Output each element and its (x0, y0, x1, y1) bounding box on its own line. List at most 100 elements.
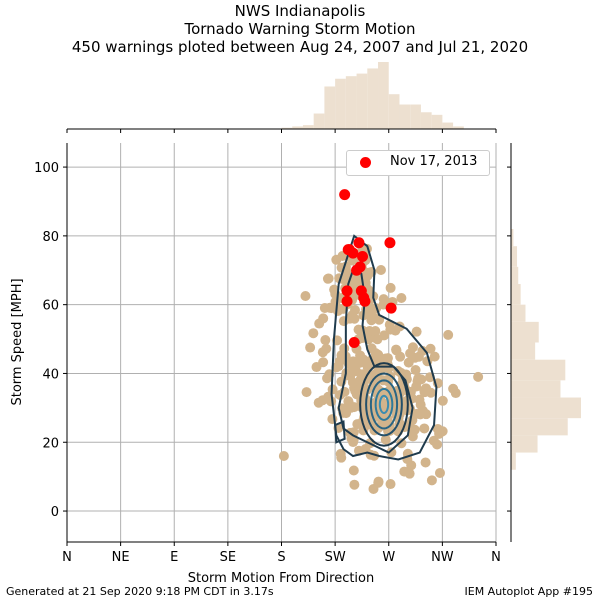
density-contour-inner (337, 265, 414, 454)
density-contour-core-0 (359, 362, 409, 447)
background-point (343, 397, 354, 408)
top-histogram-bar (410, 104, 421, 129)
right-histogram-bar (511, 284, 521, 305)
top-histogram-bar (313, 113, 325, 129)
y-tick-label-3: 60 (42, 299, 59, 314)
background-point (429, 351, 440, 362)
x-tick-label-6: W (382, 550, 395, 565)
background-point (434, 467, 445, 478)
background-point (321, 343, 332, 354)
right-histogram-bar (511, 342, 536, 360)
highlight-point (385, 302, 397, 314)
background-point (336, 452, 347, 463)
background-point (415, 399, 426, 410)
background-point (432, 439, 443, 450)
background-point (380, 353, 391, 364)
right-histogram-bar (511, 435, 538, 453)
background-point (338, 316, 349, 327)
top-histogram-bar (356, 73, 368, 129)
background-point (420, 383, 431, 394)
x-tick-label-1: NE (112, 550, 130, 565)
background-point (313, 397, 324, 408)
background-point (373, 353, 384, 364)
background-point (399, 466, 410, 477)
background-point (355, 350, 366, 361)
background-point (411, 408, 422, 419)
top-histogram-bar (302, 125, 314, 129)
top-histogram-bar (335, 78, 346, 129)
chart-title-line-3: 450 warnings ploted between Aug 24, 2007… (71, 38, 529, 56)
background-point (348, 437, 359, 448)
background-point (320, 335, 331, 346)
background-point (366, 315, 377, 326)
background-point (370, 326, 381, 337)
background-point (417, 345, 428, 356)
right-histogram-bar (511, 418, 568, 436)
background-point (378, 294, 389, 305)
background-point (426, 475, 437, 486)
background-point (348, 465, 359, 476)
background-point (301, 387, 312, 398)
background-point (347, 310, 358, 321)
footer-app-id: IEM Autoplot App #195 (464, 585, 594, 598)
top-histogram-bar (292, 126, 303, 129)
background-point (364, 267, 375, 278)
background-point (278, 451, 289, 462)
legend-entry-label: Nov 17, 2013 (390, 154, 478, 169)
background-point (319, 303, 330, 314)
top-histogram-bar (281, 127, 293, 129)
density-contours (330, 234, 438, 461)
background-point (450, 388, 461, 399)
y-tick-label-4: 80 (42, 230, 59, 245)
y-tick-label-1: 20 (42, 436, 59, 451)
top-histogram-bar (388, 94, 400, 129)
background-point (305, 342, 316, 353)
right-histogram-bar (511, 304, 526, 322)
background-point (419, 423, 430, 434)
background-point (420, 457, 431, 468)
background-point (391, 345, 402, 356)
x-tick-label-7: NW (431, 550, 454, 565)
background-point (425, 343, 436, 354)
highlight-point (348, 337, 360, 348)
y-tick-label-0: 0 (51, 505, 59, 520)
right-histogram-bar (511, 359, 566, 381)
background-point (308, 328, 319, 339)
background-point (411, 326, 422, 337)
top-histogram-bar (453, 126, 464, 129)
background-point (412, 376, 423, 387)
density-contour-small (334, 420, 346, 444)
background-point (329, 284, 340, 295)
background-point (386, 447, 397, 458)
background-point (356, 369, 367, 380)
right-histogram-bar (511, 228, 514, 247)
x-tick-label-8: N (491, 550, 501, 565)
background-point (410, 365, 421, 376)
density-contour-core-2 (369, 379, 399, 430)
background-point (443, 329, 454, 340)
right-histogram-bar (511, 321, 539, 343)
y-tick-label-2: 40 (42, 367, 59, 382)
right-histogram-bar (511, 397, 581, 419)
background-point (403, 357, 414, 368)
background-point (432, 423, 443, 434)
background-point (396, 438, 407, 449)
background-point (390, 325, 401, 336)
background-point (405, 348, 416, 359)
background-point (311, 362, 322, 373)
legend-marker-red-dot (360, 157, 371, 168)
top-histogram-bar (367, 68, 379, 129)
highlight-point (351, 264, 363, 276)
background-point (368, 483, 379, 494)
footer-generated-text: Generated at 21 Sep 2020 9:18 PM CDT in … (6, 585, 274, 598)
top-histogram-bar (442, 122, 454, 129)
highlight-point (341, 285, 353, 297)
background-point (421, 409, 432, 420)
chart-title-line-1: NWS Indianapolis (234, 2, 366, 20)
density-contour-outer (330, 234, 438, 461)
y-ticks: 0 20 40 60 80 100 (34, 161, 67, 520)
background-point (473, 371, 484, 382)
density-contour-core-3 (374, 387, 394, 421)
background-point (300, 290, 311, 301)
